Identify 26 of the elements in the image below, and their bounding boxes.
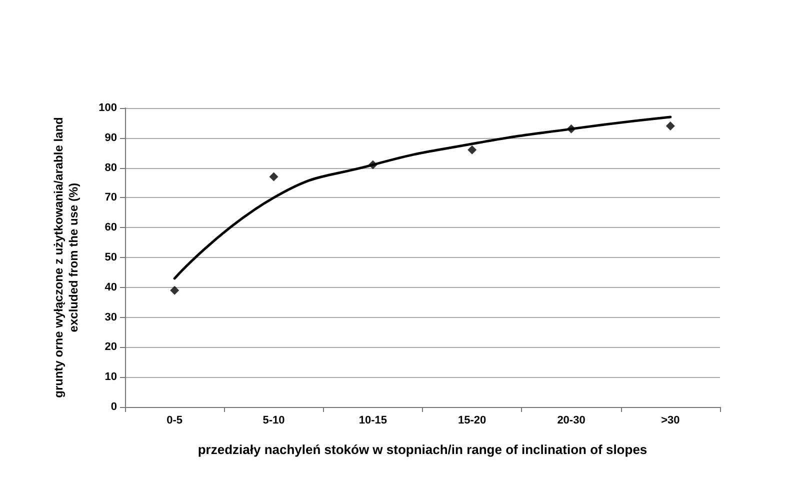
x-axis-title: przedziały nachyleń stoków w stopniach/in range of inclination of slopes xyxy=(198,442,648,457)
y-tick-label: 30 xyxy=(104,311,117,324)
y-tick-label: 0 xyxy=(110,401,117,413)
line-series xyxy=(173,116,672,280)
point xyxy=(170,286,180,295)
y-tick-label: 90 xyxy=(104,132,117,144)
point xyxy=(468,145,477,154)
x-tick-label: 10-15 xyxy=(358,414,387,426)
x-tick-label: 0-5 xyxy=(166,414,183,426)
y-tick-label: 60 xyxy=(104,222,117,234)
x-tick-label: 5-10 xyxy=(262,414,285,426)
y-axis-title: grunty orne wyłączone z użytkowania/arable land excluded from the use (%) xyxy=(52,117,80,398)
y-tick-label: 100 xyxy=(98,102,117,114)
y-tick-label: 20 xyxy=(104,341,117,354)
y-tick-label: 40 xyxy=(104,281,117,294)
y-tick-label: 10 xyxy=(104,371,117,384)
x-tick-label: 15-20 xyxy=(458,414,486,426)
x-tick-label: >30 xyxy=(661,414,680,426)
point xyxy=(566,124,576,134)
y-tick-label: 80 xyxy=(104,162,117,174)
point xyxy=(666,121,675,130)
point xyxy=(269,172,278,182)
y-tick-label: 50 xyxy=(104,252,117,264)
point xyxy=(368,160,378,170)
y-tick-label: 70 xyxy=(104,192,117,204)
x-tick-label: 20-30 xyxy=(557,414,586,426)
